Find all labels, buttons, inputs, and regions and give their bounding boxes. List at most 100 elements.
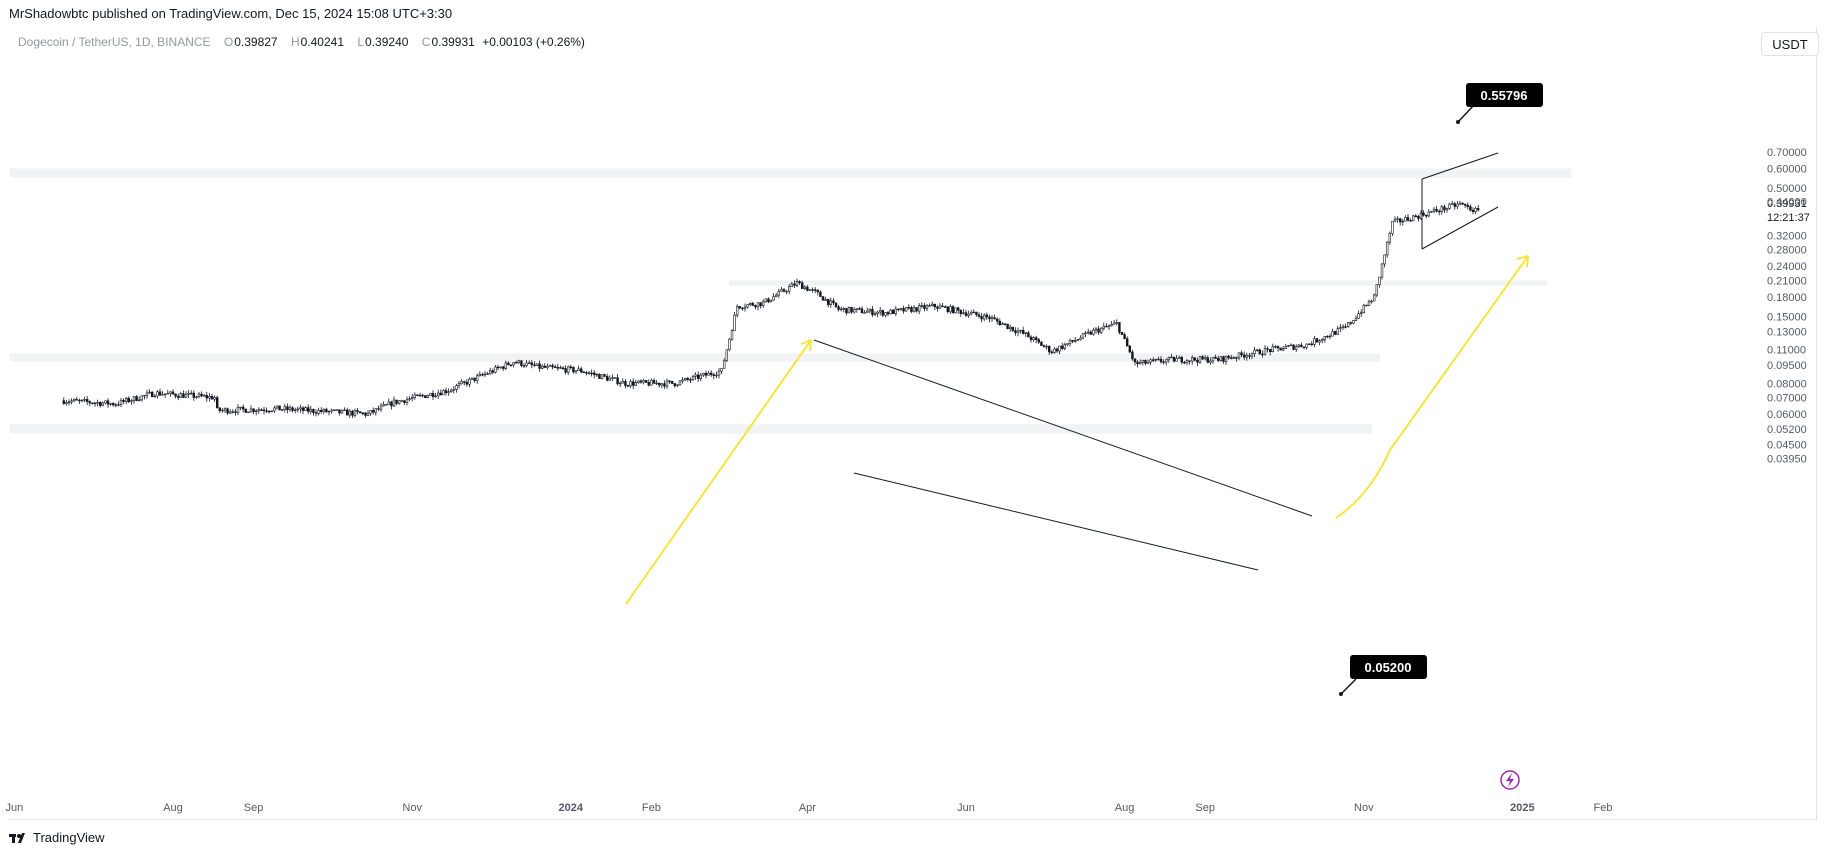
- candle: [598, 373, 601, 379]
- x-tick-label: Nov: [402, 802, 422, 814]
- candle: [904, 307, 908, 312]
- x-tick-label: Feb: [1594, 802, 1613, 814]
- candle: [1425, 214, 1428, 219]
- candle: [1357, 310, 1360, 320]
- candle: [439, 389, 442, 396]
- candle: [1139, 359, 1142, 365]
- x-tick-label: Jun: [957, 802, 975, 814]
- candle: [886, 311, 890, 317]
- flag-upper-line[interactable]: [1421, 152, 1499, 180]
- candle: [1287, 344, 1290, 348]
- candle: [1175, 354, 1178, 362]
- candle: [530, 360, 534, 369]
- candle: [920, 302, 924, 309]
- candle: [569, 364, 573, 370]
- candle: [226, 407, 229, 416]
- candle: [1063, 342, 1067, 351]
- candle: [668, 379, 671, 384]
- candle: [1276, 345, 1280, 352]
- candle: [1458, 200, 1462, 206]
- candle: [525, 360, 528, 368]
- time-axis[interactable]: Jun Aug Sep Nov 2024 Feb Apr Jun Aug Sep Nov 2025 Fe…: [6, 802, 1613, 814]
- candle: [1422, 210, 1425, 217]
- candle: [834, 302, 838, 309]
- candle: [884, 312, 887, 318]
- candle: [361, 412, 364, 416]
- candle: [382, 401, 385, 407]
- candle: [348, 408, 351, 418]
- wedge-lower-line[interactable]: [853, 472, 1259, 571]
- candle: [1089, 330, 1093, 336]
- candle: [993, 314, 996, 320]
- candle: [267, 410, 271, 414]
- candle: [782, 287, 786, 293]
- zone-1[interactable]: [729, 280, 1547, 286]
- candle: [436, 389, 440, 399]
- candle: [1378, 276, 1381, 288]
- flag-lower-line[interactable]: [1421, 206, 1499, 250]
- candle: [127, 396, 131, 404]
- candle: [260, 408, 263, 411]
- yellow-arrow-2[interactable]: [1335, 255, 1529, 519]
- candle: [603, 373, 606, 378]
- wedge-upper-line[interactable]: [813, 339, 1313, 517]
- candle: [1401, 218, 1405, 226]
- candle: [1105, 323, 1108, 328]
- candle: [138, 396, 141, 402]
- candle: [1243, 351, 1246, 361]
- candle: [418, 392, 422, 397]
- candle: [860, 306, 864, 314]
- zone-2[interactable]: [10, 353, 1380, 362]
- candle: [231, 409, 234, 414]
- zone-0[interactable]: [10, 168, 1571, 178]
- candle: [151, 391, 154, 398]
- candle: [647, 379, 651, 387]
- candle: [964, 309, 968, 318]
- candle: [504, 360, 507, 370]
- candle: [1037, 337, 1041, 344]
- callout-bottom[interactable]: 0.05200: [1339, 655, 1427, 696]
- candle: [345, 407, 349, 416]
- candle: [1305, 343, 1308, 350]
- callout-top[interactable]: 0.55796: [1456, 83, 1543, 124]
- candle: [712, 372, 716, 380]
- candle: [764, 298, 768, 303]
- yellow-arrow-1[interactable]: [625, 339, 812, 605]
- last-price-label: 0.39931: [1767, 198, 1807, 210]
- candle: [1393, 216, 1397, 222]
- candle: [579, 366, 583, 374]
- candle: [88, 400, 92, 407]
- candle: [1170, 353, 1173, 359]
- x-tick-label: Aug: [1115, 802, 1135, 814]
- candle: [143, 394, 146, 400]
- candle: [907, 304, 911, 310]
- candle: [1248, 352, 1251, 360]
- candle: [1024, 332, 1028, 338]
- candle: [917, 303, 921, 315]
- candle: [832, 298, 835, 305]
- candle: [975, 311, 978, 317]
- symbol-title[interactable]: Dogecoin / TetherUS, 1D, BINANCE: [18, 35, 211, 49]
- candle: [70, 398, 73, 405]
- candle: [873, 311, 877, 316]
- lightning-icon[interactable]: [1500, 770, 1520, 790]
- zone-3[interactable]: [10, 424, 1372, 434]
- currency-button[interactable]: USDT: [1761, 32, 1819, 56]
- tradingview-logo[interactable]: TradingView: [9, 830, 105, 845]
- candle: [481, 372, 484, 377]
- candle: [722, 358, 726, 369]
- candle: [733, 312, 736, 331]
- candle: [179, 391, 182, 398]
- y-tick-label: 0.09500: [1767, 360, 1807, 372]
- candle: [925, 303, 929, 311]
- candle: [943, 305, 947, 308]
- candle: [728, 338, 731, 352]
- candle: [197, 392, 201, 399]
- price-axis[interactable]: 0.70000 0.60000 0.50000 0.44000 0.32000 0.280…: [1767, 147, 1807, 466]
- candle: [798, 280, 801, 285]
- candle: [673, 383, 677, 388]
- candle: [956, 306, 960, 314]
- drawings-layer: [625, 152, 1529, 605]
- candle: [62, 397, 66, 405]
